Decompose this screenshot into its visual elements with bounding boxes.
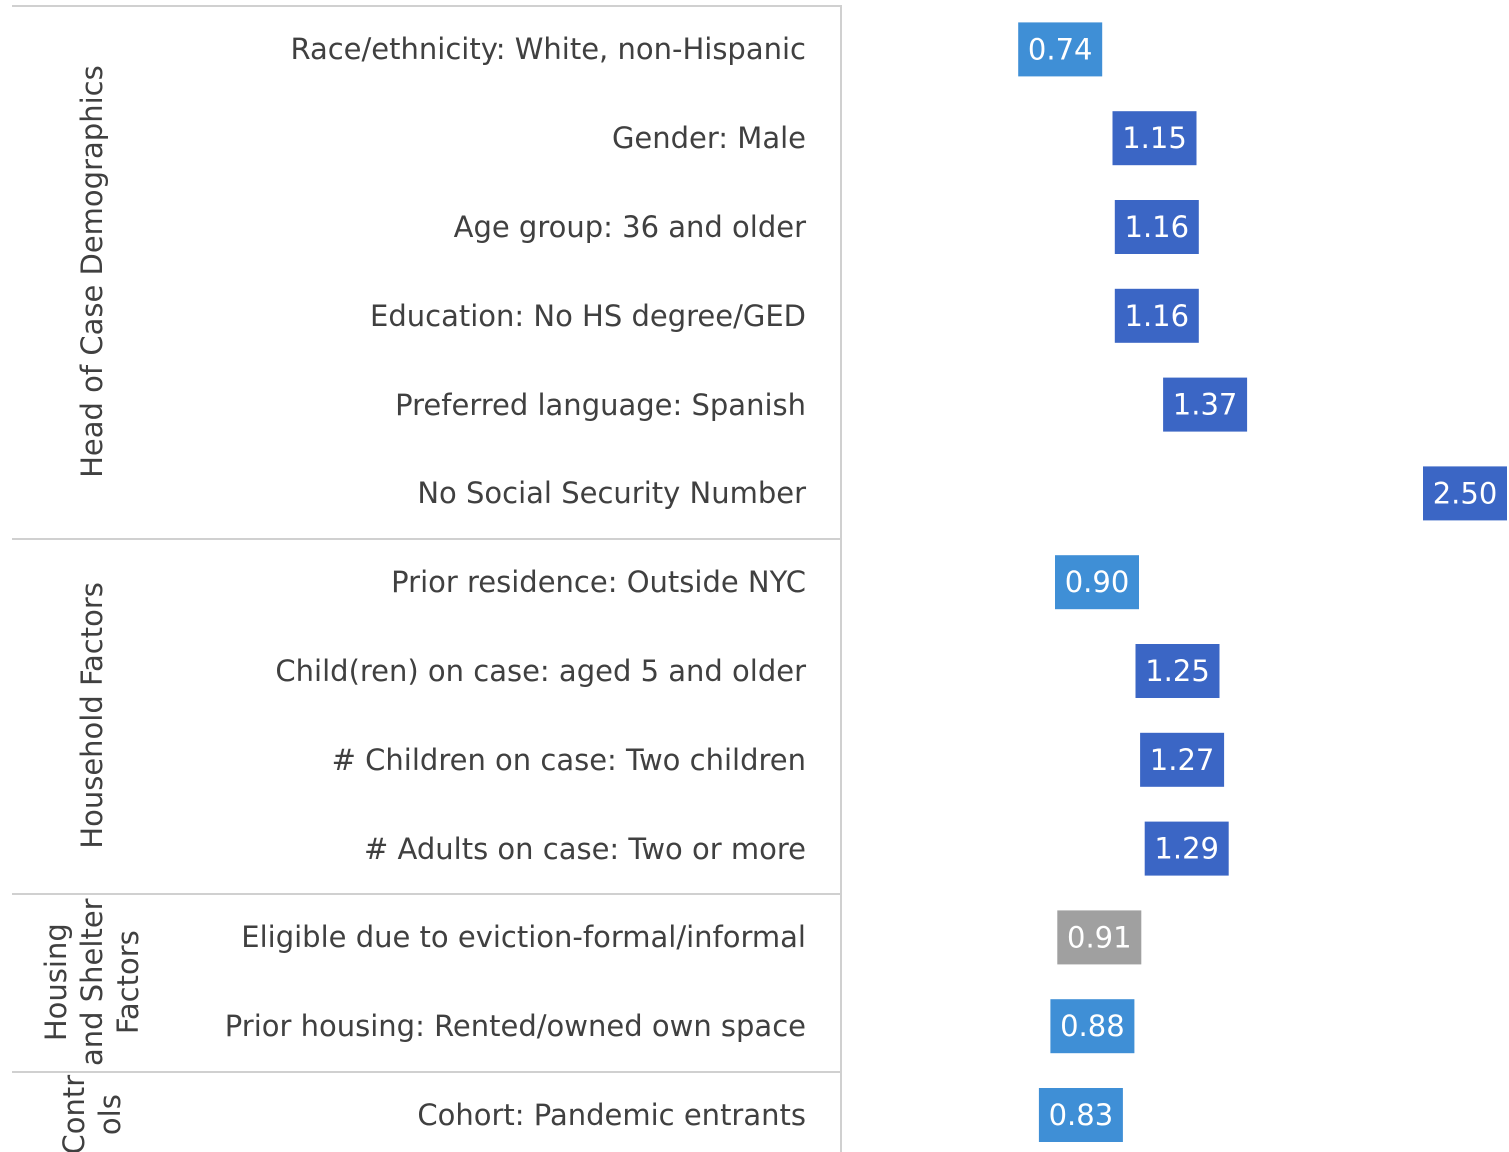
category-label: Child(ren) on case: aged 5 and older (275, 654, 806, 688)
category-label: Gender: Male (611, 121, 806, 156)
data-label: 1.27 (1150, 743, 1215, 777)
marker (1038, 1088, 1123, 1142)
data-label: 0.83 (1049, 1098, 1114, 1132)
data-label: 0.88 (1060, 1009, 1125, 1043)
data-label: 1.16 (1125, 299, 1190, 333)
marker (1055, 555, 1139, 610)
group-label: Controls (57, 1075, 127, 1152)
data-label: 0.90 (1065, 565, 1130, 599)
group-separator (12, 893, 841, 895)
marker (1050, 999, 1135, 1054)
group-separator (12, 5, 841, 7)
data-label: 1.37 (1173, 388, 1238, 422)
group-label: Household Factors (75, 582, 109, 849)
group-separator (12, 1070, 841, 1073)
category-label: Age group: 36 and older (453, 210, 806, 244)
category-label: No Social Security Number (417, 476, 806, 511)
category-label: Cohort: Pandemic entrants (417, 1098, 806, 1132)
data-label: 1.15 (1122, 121, 1187, 155)
category-label: Preferred language: Spanish (395, 387, 806, 422)
marker (1140, 732, 1225, 787)
axis-line (840, 5, 842, 1152)
data-label: 1.25 (1145, 654, 1210, 688)
group-label: Head of Case Demographics (75, 65, 109, 478)
category-label: # Children on case: Two children (331, 742, 806, 777)
group-label: Housing and Shelter Factors (39, 898, 145, 1066)
category-label: Eligible due to eviction-formal/informal (241, 920, 806, 955)
marker (1112, 111, 1197, 166)
group-separator (12, 537, 841, 540)
category-label: Prior housing: Rented/owned own space (224, 1009, 806, 1044)
category-label: Race/ethnicity: White, non-Hispanic (290, 32, 806, 67)
data-label: 1.29 (1154, 832, 1219, 866)
category-label: Education: No HS degree/GED (370, 298, 806, 333)
marker (1114, 200, 1199, 254)
marker (1114, 288, 1199, 343)
data-label: 2.50 (1433, 476, 1498, 510)
data-label: 0.91 (1067, 920, 1132, 954)
marker (1057, 910, 1142, 965)
marker (1423, 466, 1507, 521)
marker (1018, 22, 1103, 77)
marker (1163, 377, 1248, 432)
category-label: Prior residence: Outside NYC (391, 565, 806, 600)
data-label: 0.74 (1028, 32, 1093, 66)
category-label: # Adults on case: Two or more (364, 831, 806, 866)
marker (1144, 821, 1229, 876)
marker (1135, 644, 1220, 698)
data-label: 1.16 (1125, 210, 1190, 244)
